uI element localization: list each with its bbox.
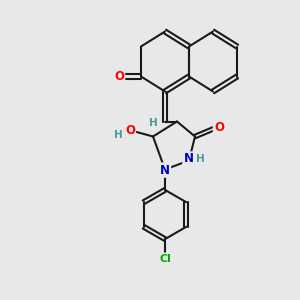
Text: O: O xyxy=(214,121,224,134)
Text: H: H xyxy=(148,118,158,128)
Text: Cl: Cl xyxy=(159,254,171,264)
Text: N: N xyxy=(160,164,170,177)
Text: H: H xyxy=(113,130,122,140)
Text: H: H xyxy=(196,154,205,164)
Text: O: O xyxy=(114,70,124,83)
Text: N: N xyxy=(183,152,194,166)
Text: O: O xyxy=(125,124,135,137)
